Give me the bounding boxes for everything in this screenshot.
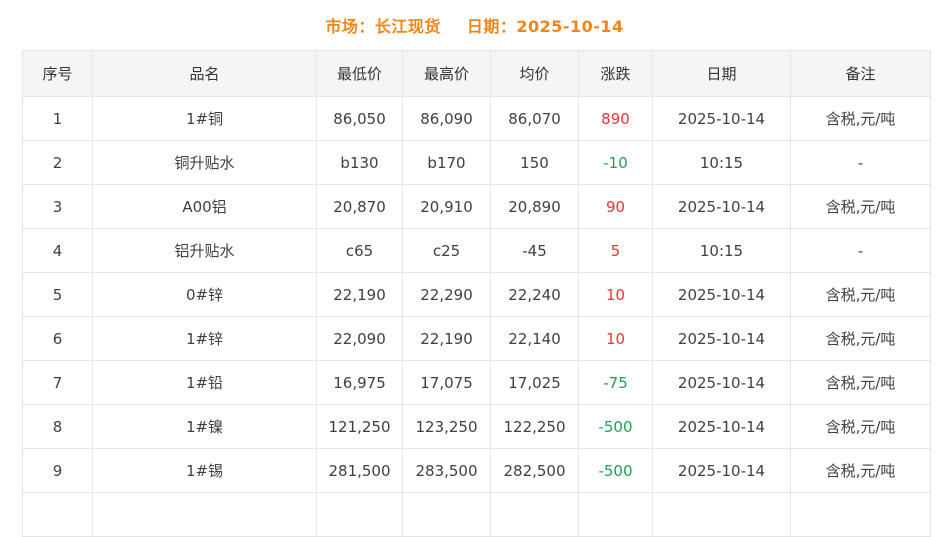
cell-avg: 122,250 xyxy=(490,404,579,449)
cell-note: 含税,元/吨 xyxy=(790,316,931,361)
cell-name: 铝升贴水 xyxy=(92,228,317,273)
table-header-row: 序号 品名 最低价 最高价 均价 涨跌 日期 备注 xyxy=(22,50,931,97)
cell-date: 10:15 xyxy=(652,228,791,273)
table-row xyxy=(22,492,931,537)
col-header-date: 日期 xyxy=(652,50,791,97)
cell-low: 22,090 xyxy=(316,316,403,361)
table-row: 6 1#锌 22,090 22,190 22,140 10 2025-10-14… xyxy=(22,316,931,361)
cell-seq: 4 xyxy=(22,228,93,273)
market-label: 市场：长江现货 xyxy=(325,17,441,36)
cell-high: 22,290 xyxy=(402,272,491,317)
cell-name: 1#锌 xyxy=(92,316,317,361)
cell-date xyxy=(652,492,791,537)
cell-avg: 22,140 xyxy=(490,316,579,361)
table-row: 4 铝升贴水 c65 c25 -45 5 10:15 - xyxy=(22,228,931,273)
cell-low: 121,250 xyxy=(316,404,403,449)
cell-change: -500 xyxy=(578,448,653,493)
cell-seq: 2 xyxy=(22,140,93,185)
cell-change: 890 xyxy=(578,96,653,141)
cell-note: 含税,元/吨 xyxy=(790,184,931,229)
cell-seq: 1 xyxy=(22,96,93,141)
cell-change: 10 xyxy=(578,272,653,317)
cell-avg: 17,025 xyxy=(490,360,579,405)
cell-seq: 8 xyxy=(22,404,93,449)
price-table-container: 序号 品名 最低价 最高价 均价 涨跌 日期 备注 1 1#铜 86,050 8… xyxy=(22,50,931,537)
col-header-change: 涨跌 xyxy=(578,50,653,97)
cell-seq: 5 xyxy=(22,272,93,317)
cell-low xyxy=(316,492,403,537)
cell-name: 0#锌 xyxy=(92,272,317,317)
cell-date: 2025-10-14 xyxy=(652,272,791,317)
cell-high: 20,910 xyxy=(402,184,491,229)
cell-change: 90 xyxy=(578,184,653,229)
col-header-avg: 均价 xyxy=(490,50,579,97)
col-header-low: 最低价 xyxy=(316,50,403,97)
cell-low: 16,975 xyxy=(316,360,403,405)
cell-high: c25 xyxy=(402,228,491,273)
price-table: 序号 品名 最低价 最高价 均价 涨跌 日期 备注 1 1#铜 86,050 8… xyxy=(22,50,931,537)
cell-high: 22,190 xyxy=(402,316,491,361)
cell-change: 5 xyxy=(578,228,653,273)
cell-name xyxy=(92,492,317,537)
cell-name: 铜升贴水 xyxy=(92,140,317,185)
cell-note: - xyxy=(790,140,931,185)
cell-date: 2025-10-14 xyxy=(652,360,791,405)
table-row: 8 1#镍 121,250 123,250 122,250 -500 2025-… xyxy=(22,404,931,449)
table-row: 2 铜升贴水 b130 b170 150 -10 10:15 - xyxy=(22,140,931,185)
cell-change xyxy=(578,492,653,537)
cell-note: 含税,元/吨 xyxy=(790,404,931,449)
cell-date: 2025-10-14 xyxy=(652,96,791,141)
cell-note: - xyxy=(790,228,931,273)
cell-high: 17,075 xyxy=(402,360,491,405)
cell-seq: 7 xyxy=(22,360,93,405)
cell-change: -500 xyxy=(578,404,653,449)
cell-name: 1#镍 xyxy=(92,404,317,449)
col-header-seq: 序号 xyxy=(22,50,93,97)
cell-note xyxy=(790,492,931,537)
cell-avg: 20,890 xyxy=(490,184,579,229)
cell-name: 1#铜 xyxy=(92,96,317,141)
cell-high: b170 xyxy=(402,140,491,185)
page-title: 市场：长江现货 日期：2025-10-14 xyxy=(0,0,949,50)
cell-low: b130 xyxy=(316,140,403,185)
cell-high: 123,250 xyxy=(402,404,491,449)
cell-date: 2025-10-14 xyxy=(652,404,791,449)
cell-note: 含税,元/吨 xyxy=(790,96,931,141)
cell-change: -75 xyxy=(578,360,653,405)
cell-high: 86,090 xyxy=(402,96,491,141)
cell-name: A00铝 xyxy=(92,184,317,229)
cell-name: 1#铅 xyxy=(92,360,317,405)
date-label: 日期：2025-10-14 xyxy=(466,17,624,36)
table-row: 1 1#铜 86,050 86,090 86,070 890 2025-10-1… xyxy=(22,96,931,141)
cell-date: 2025-10-14 xyxy=(652,184,791,229)
col-header-note: 备注 xyxy=(790,50,931,97)
cell-low: 20,870 xyxy=(316,184,403,229)
table-row: 7 1#铅 16,975 17,075 17,025 -75 2025-10-1… xyxy=(22,360,931,405)
cell-seq: 3 xyxy=(22,184,93,229)
cell-avg: 86,070 xyxy=(490,96,579,141)
cell-seq: 6 xyxy=(22,316,93,361)
cell-date: 10:15 xyxy=(652,140,791,185)
cell-note: 含税,元/吨 xyxy=(790,272,931,317)
cell-low: c65 xyxy=(316,228,403,273)
cell-avg: 150 xyxy=(490,140,579,185)
col-header-high: 最高价 xyxy=(402,50,491,97)
cell-avg: 22,240 xyxy=(490,272,579,317)
cell-avg xyxy=(490,492,579,537)
cell-low: 86,050 xyxy=(316,96,403,141)
cell-seq xyxy=(22,492,93,537)
table-row: 3 A00铝 20,870 20,910 20,890 90 2025-10-1… xyxy=(22,184,931,229)
cell-low: 22,190 xyxy=(316,272,403,317)
cell-high: 283,500 xyxy=(402,448,491,493)
cell-note: 含税,元/吨 xyxy=(790,360,931,405)
cell-change: 10 xyxy=(578,316,653,361)
cell-avg: -45 xyxy=(490,228,579,273)
col-header-name: 品名 xyxy=(92,50,317,97)
table-row: 5 0#锌 22,190 22,290 22,240 10 2025-10-14… xyxy=(22,272,931,317)
cell-high xyxy=(402,492,491,537)
cell-date: 2025-10-14 xyxy=(652,316,791,361)
cell-change: -10 xyxy=(578,140,653,185)
